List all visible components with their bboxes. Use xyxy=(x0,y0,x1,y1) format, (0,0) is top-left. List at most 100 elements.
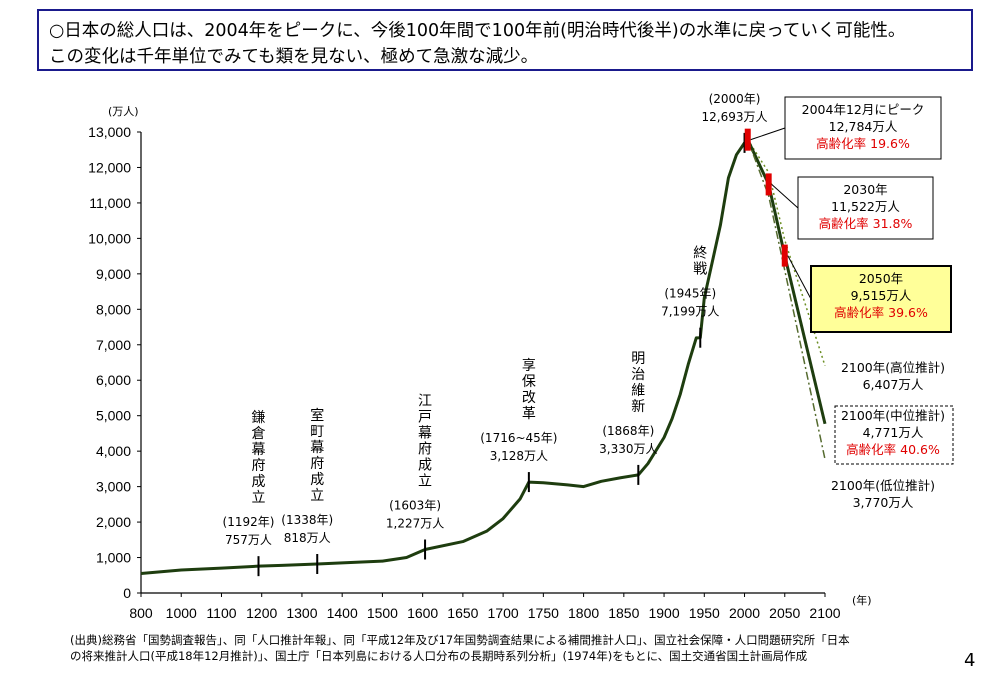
headline-box: ○日本の総人口は、2004年をピークに、今後100年間で100年前(明治時代後半… xyxy=(37,9,973,71)
event-name-char: 革 xyxy=(522,406,536,422)
callout-marker xyxy=(781,244,788,267)
event-name-char: 明 xyxy=(631,351,645,367)
end-label-value: 4,771万人 xyxy=(863,425,924,440)
event-name-char: 保 xyxy=(522,374,536,390)
event-name-char: 成 xyxy=(418,457,432,473)
source-note: (出典)総務省「国勢調査報告」、同「人口推計年報」、同「平成12年及び17年国勢… xyxy=(70,632,850,664)
x-tick-label: 1700 xyxy=(488,605,519,621)
event-name-char: 幕 xyxy=(418,425,432,441)
callout-box xyxy=(810,265,952,333)
y-tick-label: 6,000 xyxy=(96,372,131,388)
event-name-char: 戦 xyxy=(693,262,707,278)
event-name-char: 改 xyxy=(522,390,536,406)
event-name-char: 室 xyxy=(310,407,324,424)
callout-marker xyxy=(765,173,772,196)
event-year-label: (1192年) xyxy=(223,515,275,529)
y-tick-label: 7,000 xyxy=(96,337,131,353)
source-line-1: (出典)総務省「国勢調査報告」、同「人口推計年報」、同「平成12年及び17年国勢… xyxy=(70,633,850,647)
headline-line-2: この変化は千年単位でみても類を見ない、極めて急激な減少。 xyxy=(49,47,539,67)
event-name-char: 維 xyxy=(631,383,645,399)
event-name-char: 鎌 xyxy=(251,410,265,426)
y-tick-label: 12,000 xyxy=(88,159,131,175)
callout-rate: 高齢化率 31.8% xyxy=(819,216,913,231)
event-value-label: 818万人 xyxy=(284,531,331,545)
end-label-name: 2100年(中位推計) xyxy=(841,408,945,423)
x-tick-label: 800 xyxy=(129,605,153,621)
end-label-name: 2100年(高位推計) xyxy=(841,360,945,375)
callout-leader xyxy=(750,127,786,141)
x-unit-label: (年) xyxy=(852,593,872,607)
y-tick-label: 9,000 xyxy=(96,266,131,282)
event-name-char: 町 xyxy=(310,424,324,440)
x-tick-label: 1100 xyxy=(206,605,236,621)
x-tick-label: 2050 xyxy=(769,605,800,621)
x-tick-label: 1000 xyxy=(166,605,197,621)
headline-line-1: ○日本の総人口は、2004年をピークに、今後100年間で100年前(明治時代後半… xyxy=(49,21,906,41)
end-label-rate: 高齢化率 40.6% xyxy=(846,442,940,457)
event-name-char: 戸 xyxy=(418,409,432,425)
y-tick-label: 13,000 xyxy=(88,124,131,140)
x-tick-label: 1650 xyxy=(447,605,478,621)
event-value-label: 1,227万人 xyxy=(386,516,444,530)
x-tick-label: 1900 xyxy=(648,605,679,621)
event-year-label: (1716~45年) xyxy=(480,431,557,445)
x-tick-label: 1300 xyxy=(286,605,317,621)
event-year-label: (1603年) xyxy=(389,498,441,512)
x-tick-label: 1600 xyxy=(407,605,438,621)
source-line-2: の将来推計人口(平成18年12月推計)」、国土庁「日本列島における人口分布の長期… xyxy=(70,649,808,663)
event-value-label: 12,693万人 xyxy=(702,110,768,124)
event-value-label: 3,330万人 xyxy=(599,442,657,456)
callout-text: 2004年12月にピーク xyxy=(802,102,925,117)
x-tick-label: 1800 xyxy=(568,605,599,621)
event-name-char: 成 xyxy=(310,472,324,488)
event-value-label: 3,128万人 xyxy=(490,449,548,463)
callout-text: 9,515万人 xyxy=(851,288,912,303)
event-name-char: 新 xyxy=(631,399,645,415)
event-name-char: 享 xyxy=(522,357,536,374)
y-tick-label: 0 xyxy=(123,585,131,601)
event-name-char: 立 xyxy=(418,473,432,489)
end-label-value: 6,407万人 xyxy=(863,377,924,392)
callout-leader xyxy=(787,255,812,300)
page-number: 4 xyxy=(964,650,976,671)
event-value-label: 757万人 xyxy=(225,533,272,547)
event-name-char: 府 xyxy=(418,441,432,457)
end-label-name: 2100年(低位推計) xyxy=(831,478,935,493)
event-name-char: 成 xyxy=(251,474,265,490)
event-name-char: 倉 xyxy=(251,426,265,442)
projection-line xyxy=(746,139,827,425)
end-label-box xyxy=(834,405,954,465)
y-unit-label: (万人) xyxy=(108,105,139,118)
y-tick-label: 5,000 xyxy=(96,408,131,424)
x-tick-label: 1950 xyxy=(689,605,720,621)
callout-text: 12,784万人 xyxy=(829,119,898,134)
y-tick-label: 1,000 xyxy=(96,550,131,566)
callout-text: 2050年 xyxy=(859,271,903,286)
y-tick-label: 8,000 xyxy=(96,301,131,317)
event-name-char: 立 xyxy=(251,490,265,506)
callout-rate: 高齢化率 19.6% xyxy=(816,136,910,151)
historical-line xyxy=(140,138,749,575)
event-year-label: (1338年) xyxy=(281,513,333,527)
end-label-value: 3,770万人 xyxy=(853,495,914,510)
callout-text: 2030年 xyxy=(843,182,887,197)
y-tick-label: 11,000 xyxy=(89,195,131,211)
callout-marker xyxy=(744,128,751,151)
y-tick-label: 4,000 xyxy=(96,443,131,459)
callout-rate: 高齢化率 39.6% xyxy=(834,305,928,320)
projection-line xyxy=(747,139,826,460)
y-tick-label: 3,000 xyxy=(96,479,131,495)
event-name-char: 終 xyxy=(693,246,707,262)
x-tick-label: 1750 xyxy=(528,605,559,621)
event-name-char: 府 xyxy=(310,456,324,472)
event-value-label: 7,199万人 xyxy=(661,305,719,319)
event-year-label: (1868年) xyxy=(602,424,654,438)
x-tick-label: 1400 xyxy=(327,605,358,621)
event-year-label: (1945年) xyxy=(664,287,716,301)
callout-text: 11,522万人 xyxy=(831,199,900,214)
x-tick-label: 1850 xyxy=(608,605,639,621)
event-name-char: 治 xyxy=(631,367,645,383)
y-tick-label: 2,000 xyxy=(96,514,131,530)
x-tick-label: 2100 xyxy=(809,605,840,621)
